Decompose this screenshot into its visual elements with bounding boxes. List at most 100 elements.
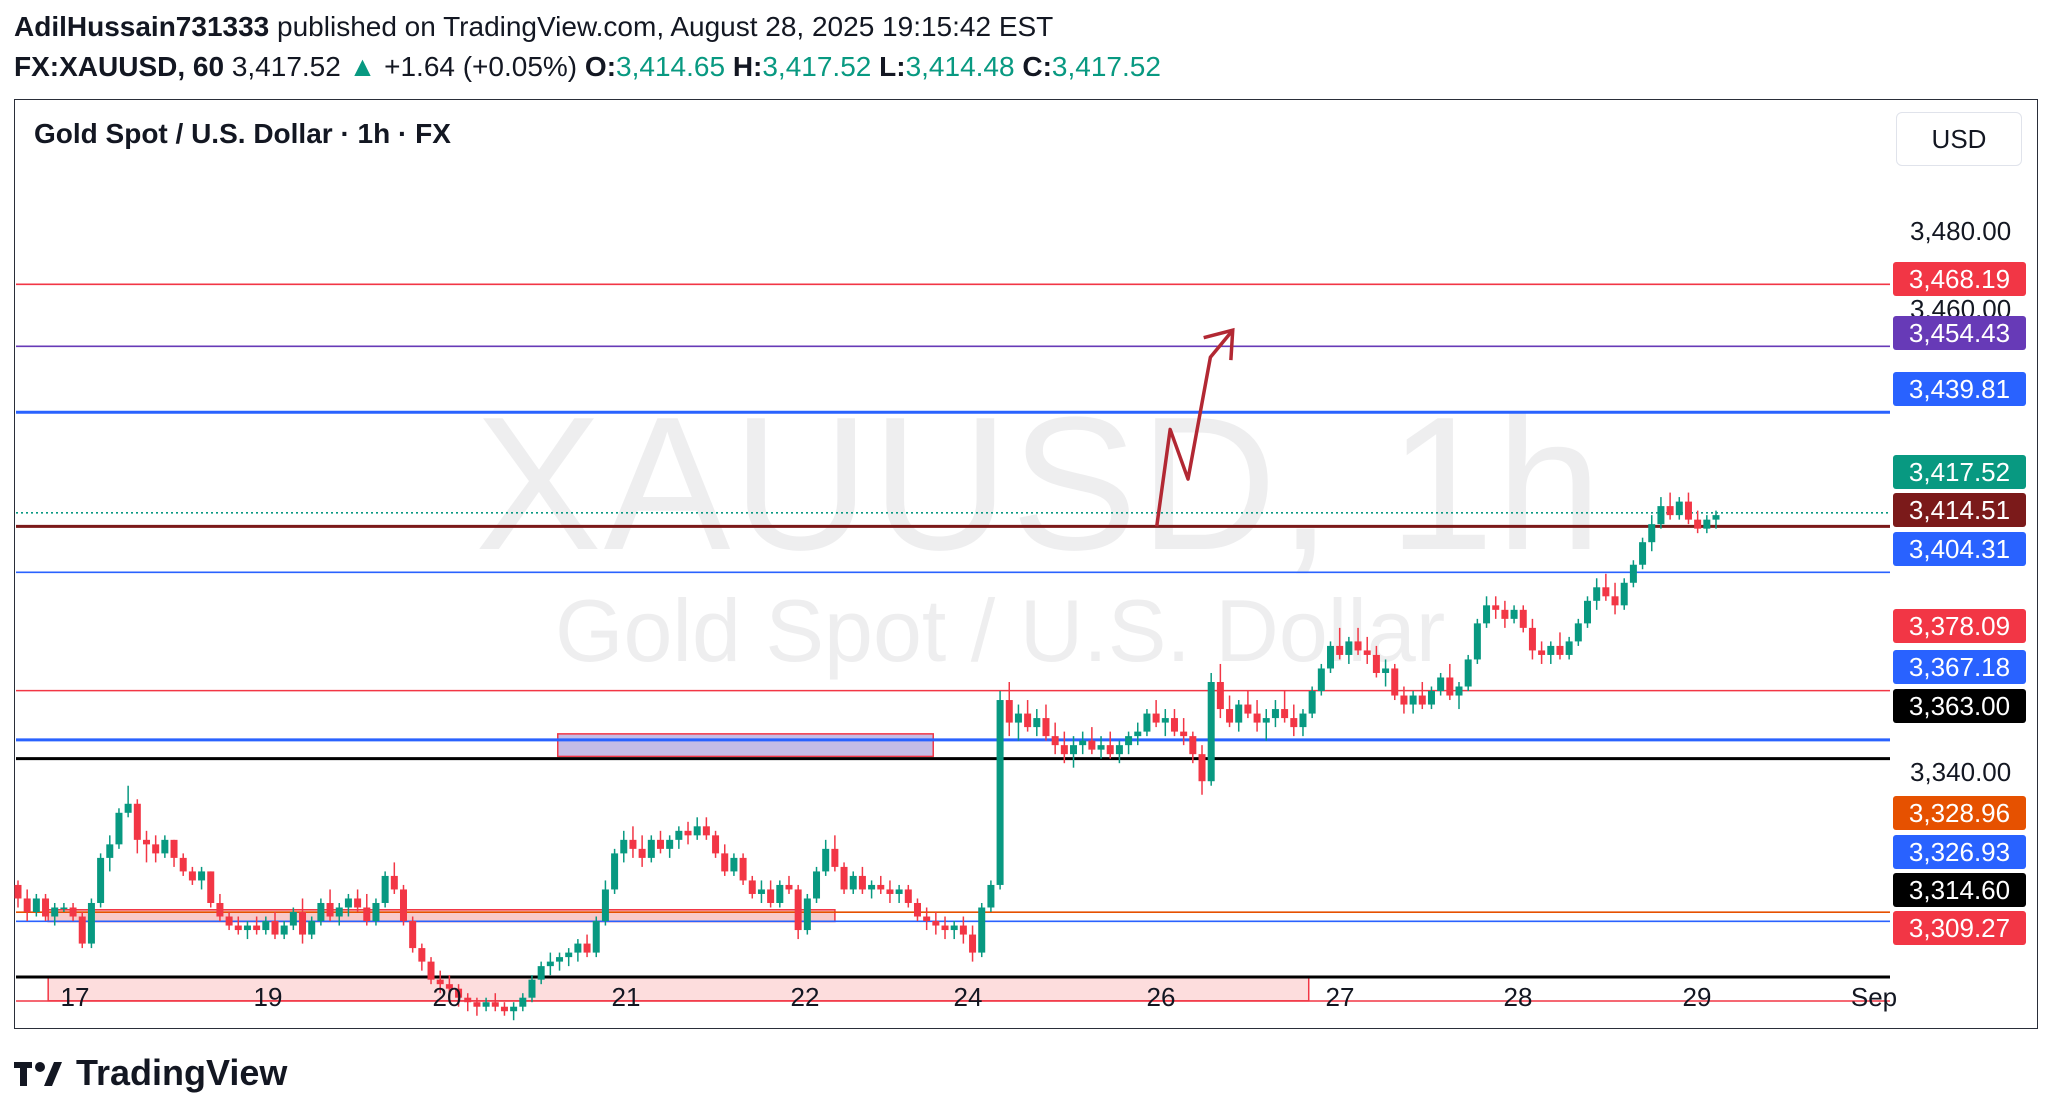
candle-body xyxy=(757,889,765,894)
candle-body xyxy=(179,857,187,872)
chart-title: Gold Spot / U.S. Dollar · 1h · FX xyxy=(34,118,451,149)
candle-body xyxy=(1060,745,1068,755)
candle-body xyxy=(473,1002,481,1007)
candle-body xyxy=(1170,718,1178,732)
price-badge: 3,468.19 xyxy=(1893,262,2026,296)
candle-body xyxy=(1372,654,1380,673)
price-badge: 3,326.93 xyxy=(1893,835,2026,869)
candle-body xyxy=(344,898,352,908)
candle-body xyxy=(427,961,435,980)
candle-body xyxy=(1363,650,1371,655)
candle-body xyxy=(959,925,967,935)
candle-body xyxy=(1336,645,1344,655)
candle-body xyxy=(932,921,940,926)
candle-body xyxy=(32,898,40,913)
candle-body xyxy=(822,848,830,872)
candle-body xyxy=(1244,704,1252,714)
candle-body xyxy=(629,839,637,849)
author-name[interactable]: AdilHussain731333 xyxy=(14,11,270,42)
candle-body xyxy=(289,912,297,926)
brand-name: TradingView xyxy=(76,1052,288,1093)
x-tick-label: 17 xyxy=(60,982,90,1012)
symbol-line: FX:XAUUSD, 60 3,417.52 ▲ +1.64 (+0.05%) … xyxy=(14,50,1161,84)
price-badge: 3,378.09 xyxy=(1893,609,2026,643)
watermark-description: Gold Spot / U.S. Dollar xyxy=(555,581,1446,680)
publish-line: AdilHussain731333 published on TradingVi… xyxy=(14,10,1053,44)
candle-body xyxy=(556,957,564,962)
candle-body xyxy=(299,912,307,935)
candle-body xyxy=(987,884,995,908)
candle-body xyxy=(611,853,619,890)
candle-body xyxy=(1014,713,1022,723)
candle-body xyxy=(684,830,692,836)
candle-body xyxy=(1180,731,1188,737)
candle-body xyxy=(1620,582,1628,606)
candle-body xyxy=(14,884,22,899)
candle-body xyxy=(1400,695,1408,705)
candle-body xyxy=(455,988,463,998)
candle-body xyxy=(161,839,169,854)
candle-body xyxy=(1299,713,1307,728)
candle-body xyxy=(712,835,720,854)
candle-body xyxy=(326,902,334,917)
candle-body xyxy=(583,943,591,953)
candle-body xyxy=(1382,668,1390,673)
candle-body xyxy=(51,907,59,917)
candle-body xyxy=(1427,691,1435,705)
candle-body xyxy=(1005,700,1013,723)
x-tick-label: 28 xyxy=(1503,982,1533,1012)
symbol-label: FX:XAUUSD, 60 xyxy=(14,51,225,82)
candle-body xyxy=(253,925,261,931)
x-tick-label: 24 xyxy=(953,982,983,1012)
candle-body xyxy=(803,898,811,931)
high-label: H: xyxy=(732,51,763,82)
x-tick-label: 27 xyxy=(1325,982,1355,1012)
candle-body xyxy=(1106,745,1114,755)
candle-body xyxy=(785,884,793,890)
y-tick-label: 3,340.00 xyxy=(1910,757,2012,787)
candle-body xyxy=(565,952,573,958)
y-tick-label: 3,480.00 xyxy=(1910,216,2012,246)
candle-body xyxy=(1666,506,1674,516)
tradingview-logo[interactable]: TradingView xyxy=(14,1052,287,1094)
candle-body xyxy=(243,925,251,931)
candle-body xyxy=(152,844,160,854)
candle-body xyxy=(1088,740,1096,750)
candle-body xyxy=(1694,519,1702,529)
candle-body xyxy=(1070,745,1078,755)
candle-body xyxy=(1684,501,1692,520)
candle-body xyxy=(216,902,224,917)
candle-body xyxy=(418,948,426,962)
x-tick-label: Sep xyxy=(1850,982,1898,1012)
candle-body xyxy=(1216,682,1224,710)
candle-body xyxy=(1510,609,1518,619)
price-badge: 3,417.52 xyxy=(1893,455,2026,489)
candle-body xyxy=(399,889,407,922)
close-label: C: xyxy=(1022,51,1052,82)
candle-body xyxy=(1574,623,1582,642)
x-tick-label: 26 xyxy=(1146,982,1176,1012)
candle-body xyxy=(666,839,674,849)
candle-body xyxy=(1152,713,1160,723)
candle-body xyxy=(500,1006,508,1012)
candle-body xyxy=(133,803,141,840)
candle-body xyxy=(1593,587,1601,601)
candle-body xyxy=(1528,627,1536,651)
zone-rect xyxy=(47,976,1310,1002)
zone-rect xyxy=(557,733,934,758)
candle-body xyxy=(1143,713,1151,732)
candle-body xyxy=(207,871,215,903)
currency-button[interactable]: USD xyxy=(1896,112,2022,166)
candle-body xyxy=(1125,736,1133,746)
price-badge: 3,363.00 xyxy=(1893,689,2026,723)
candle-body xyxy=(262,921,270,931)
candle-body xyxy=(106,844,114,858)
candle-body xyxy=(721,853,729,872)
published-text: published on TradingView.com, August 28,… xyxy=(269,11,1054,42)
candle-body xyxy=(1115,745,1123,755)
candle-body xyxy=(97,857,105,903)
candle-body xyxy=(950,925,958,931)
candle-body xyxy=(647,839,655,858)
last-price: 3,417.52 xyxy=(231,51,341,82)
